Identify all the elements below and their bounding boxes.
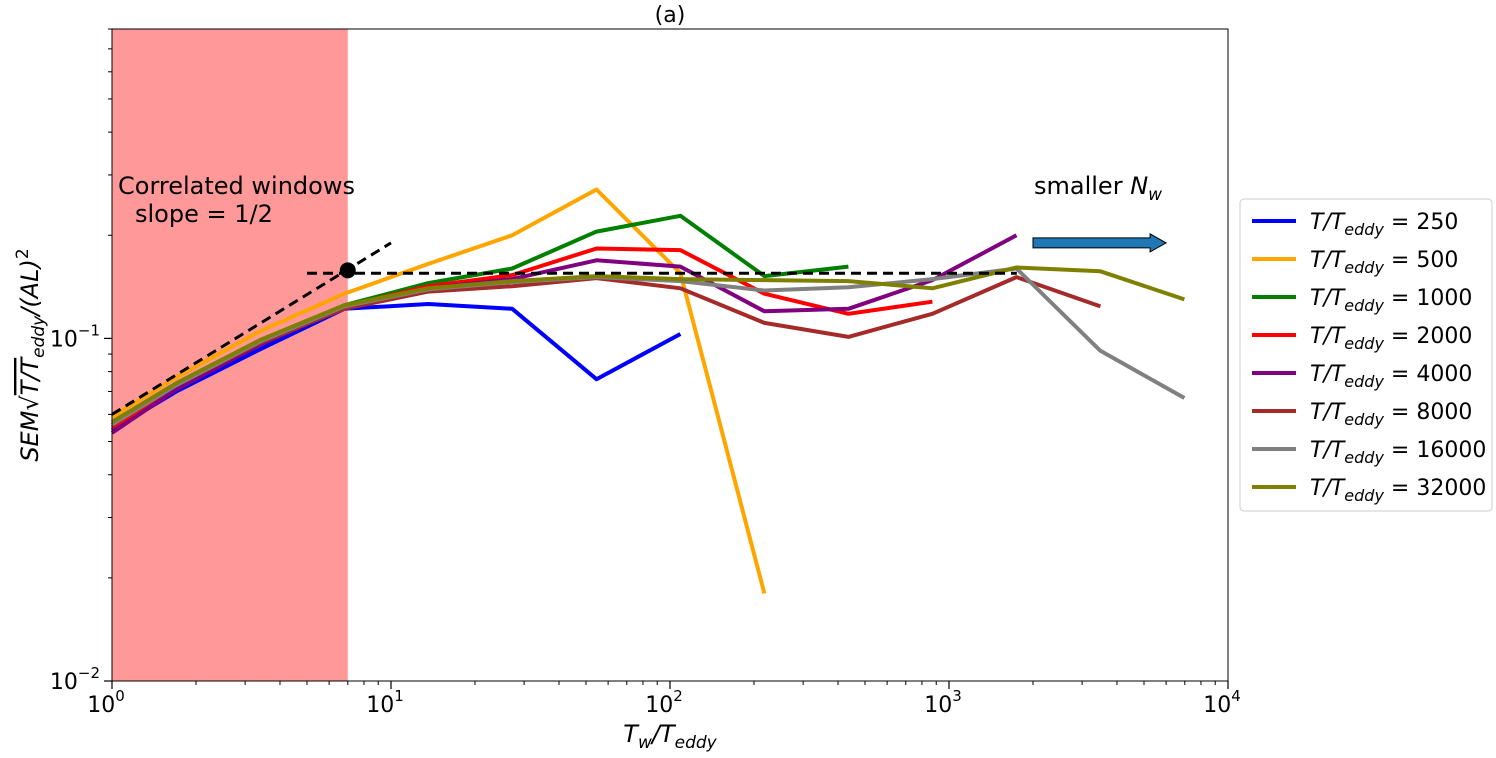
series-layer (110, 187, 1186, 595)
y-tick-label: 10−2 (50, 664, 100, 695)
annotation-slope: slope = 1/2 (135, 200, 273, 228)
x-tick-label: 101 (366, 687, 404, 718)
series-line-500 (110, 187, 767, 595)
legend-label-250: T/Teddy = 250 (1310, 210, 1458, 239)
y-tick-label: 10−1 (50, 321, 100, 352)
legend-label-16000: T/Teddy = 16000 (1310, 438, 1486, 467)
annotation-smaller-nw: smaller Nw (1034, 172, 1162, 205)
transition-marker (339, 262, 356, 279)
arrow-right-icon (1032, 233, 1168, 253)
legend-label-1000: T/Teddy = 1000 (1310, 286, 1472, 315)
x-tick-label: 100 (87, 687, 125, 718)
legend-label-8000: T/Teddy = 8000 (1310, 400, 1472, 429)
x-tick-label: 103 (924, 687, 962, 718)
x-axis-label: Tw/Teddy (623, 720, 717, 753)
series-line-250 (110, 302, 682, 432)
svg-text:SEM√T/Teddy/(AL)2: SEM√T/Teddy/(AL)2 (13, 248, 49, 461)
legend-label-500: T/Teddy = 500 (1310, 248, 1458, 277)
y-axis-label: SEM√T/Teddy/(AL)2 (13, 248, 49, 461)
annotation-correlated-windows: Correlated windows (118, 172, 355, 200)
x-tick-label: 104 (1203, 687, 1241, 718)
chart-title: (a) (655, 3, 686, 28)
legend-label-4000: T/Teddy = 4000 (1310, 362, 1472, 391)
legend: T/Teddy = 250 T/Teddy = 500 T/Teddy = 1000… (1239, 198, 1493, 512)
legend-box (1239, 198, 1493, 512)
series-line-32000 (110, 265, 1186, 424)
y-axis: 10−2 10−1 (50, 28, 112, 695)
x-axis: 100 101 102 103 104 (87, 681, 1241, 718)
x-tick-label: 102 (645, 687, 683, 718)
legend-label-2000: T/Teddy = 2000 (1310, 324, 1472, 353)
legend-label-32000: T/Teddy = 32000 (1310, 476, 1486, 505)
